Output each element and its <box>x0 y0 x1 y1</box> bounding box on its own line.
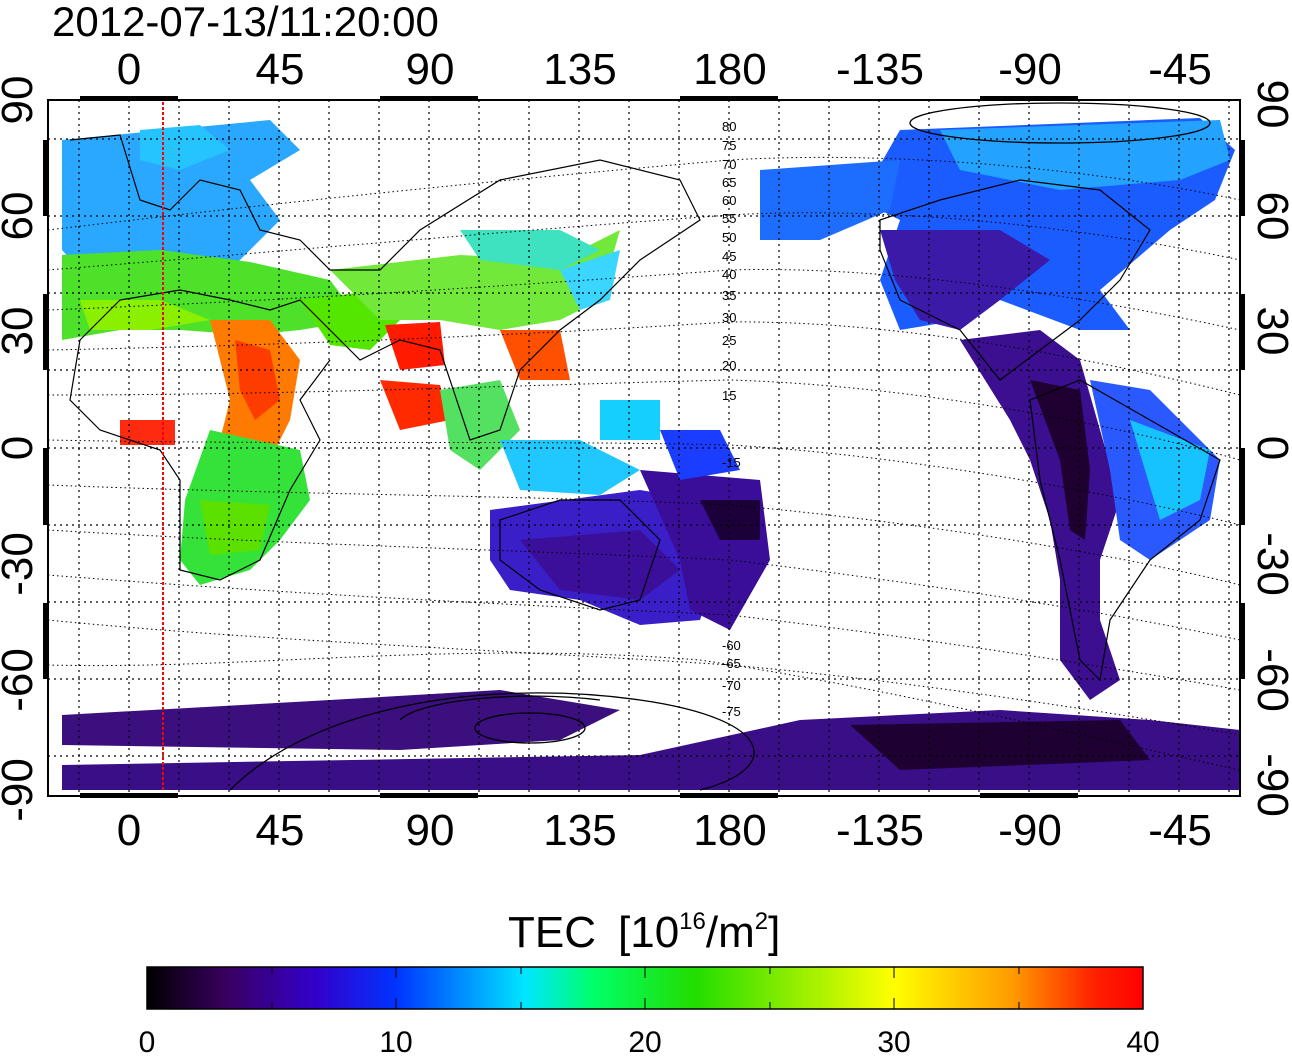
contour-label: 70 <box>722 157 736 172</box>
colorbar-tick: 30 <box>877 1026 910 1057</box>
lon-label: 135 <box>543 806 616 855</box>
lon-top-labels: 0 45 90 135 180 -135 -90 -45 <box>117 45 1212 94</box>
contour-label: 75 <box>722 138 736 153</box>
lat-label: -30 <box>0 532 42 596</box>
lat-label: 0 <box>0 436 42 460</box>
lat-label: 60 <box>0 192 42 241</box>
lat-label: 90 <box>0 76 42 125</box>
lat-label: -60 <box>1248 648 1292 712</box>
contour-label: -15 <box>722 455 741 470</box>
colorbar-label: TEC [1016/m2] <box>508 908 780 957</box>
colorbar-unit-end: ] <box>768 908 780 957</box>
lon-label: 45 <box>256 45 305 94</box>
map-panel <box>48 100 1240 796</box>
lat-label: 30 <box>0 307 42 356</box>
lon-label: 0 <box>117 45 141 94</box>
colorbar-tick: 20 <box>628 1026 661 1057</box>
lon-label: -45 <box>1148 806 1212 855</box>
lon-bottom-labels: 0 45 90 135 180 -135 -90 -45 <box>117 806 1212 855</box>
lon-label: 135 <box>543 45 616 94</box>
lat-right-labels: 90 60 30 0 -30 -60 -90 <box>1248 80 1292 817</box>
lat-label: 0 <box>1248 436 1292 460</box>
lon-label: -90 <box>998 45 1062 94</box>
lat-label: 60 <box>1248 192 1292 241</box>
contour-label: 45 <box>722 249 736 264</box>
lon-label: -135 <box>836 806 924 855</box>
map-title: 2012-07-13/11:20:00 <box>52 0 439 45</box>
colorbar-label-name: TEC <box>508 908 596 957</box>
lon-label: 90 <box>406 806 455 855</box>
lon-label: 90 <box>406 45 455 94</box>
graticule <box>48 100 1240 796</box>
lat-label: -90 <box>0 758 42 822</box>
colorbar-minor-ticks <box>271 967 1020 1009</box>
lat-label: -30 <box>1248 532 1292 596</box>
contour-label: -75 <box>722 704 741 719</box>
contour-labels: 80 75 70 65 60 55 50 45 40 35 30 25 20 1… <box>722 119 741 719</box>
tec-data-layer <box>62 118 1240 790</box>
lon-label: -45 <box>1148 45 1212 94</box>
colorbar-tick: 10 <box>379 1026 412 1057</box>
contour-label: 20 <box>722 358 736 373</box>
coastlines <box>69 134 1221 682</box>
contour-label: 40 <box>722 267 736 282</box>
lon-label: 180 <box>693 806 766 855</box>
contour-label: 55 <box>722 211 736 226</box>
colorbar-tick: 40 <box>1126 1026 1159 1057</box>
colorbar-tick: 0 <box>139 1026 156 1057</box>
colorbar-unit-exp2: 2 <box>755 908 768 935</box>
lon-label: 0 <box>117 806 141 855</box>
contour-label: 60 <box>722 193 736 208</box>
contour-label: 30 <box>722 310 736 325</box>
lon-label: -135 <box>836 45 924 94</box>
lon-label: -90 <box>998 806 1062 855</box>
lat-label: -60 <box>0 648 42 712</box>
colorbar-unit-base: [10 <box>618 908 679 957</box>
contour-label: -60 <box>722 638 741 653</box>
contour-label: 80 <box>722 119 736 134</box>
colorbar-unit-exp: 16 <box>679 908 706 935</box>
colorbar-unit-mid: /m <box>706 908 755 957</box>
contour-label: 50 <box>722 230 736 245</box>
lat-label: 90 <box>1248 80 1292 129</box>
lon-label: 45 <box>256 806 305 855</box>
contour-label: -65 <box>722 656 741 671</box>
contour-label: 65 <box>722 175 736 190</box>
lat-label: -90 <box>1248 753 1292 817</box>
lat-label: 30 <box>1248 307 1292 356</box>
lat-left-labels: 90 60 30 0 -30 -60 -90 <box>0 76 42 822</box>
contour-label: 35 <box>722 288 736 303</box>
axis-bars <box>43 96 1245 798</box>
lon-label: 180 <box>693 45 766 94</box>
magnetic-contours <box>48 156 1240 771</box>
colorbar-ticks: 0 10 20 30 40 <box>139 1026 1160 1057</box>
pole-contours <box>229 102 1211 791</box>
contour-label: 15 <box>722 388 736 403</box>
contour-label: 25 <box>722 333 736 348</box>
contour-label: -70 <box>722 678 741 693</box>
